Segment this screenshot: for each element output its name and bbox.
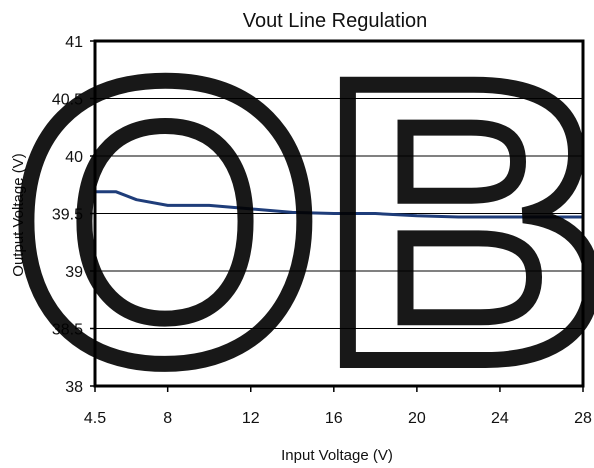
x-tick-label: 20 [408,410,426,427]
y-tick-label: 40.5 [52,92,83,109]
x-tick-label: 4.5 [84,410,106,427]
series-layer [95,190,583,219]
x-axis-label: Input Voltage (V) [281,447,393,464]
x-tick-label: 24 [491,410,509,427]
x-tick-label: 8 [163,410,172,427]
x-tick-label: 28 [574,410,592,427]
y-axis-label: Output Voltage (V) [10,153,27,276]
y-tick-label: 38 [65,379,83,396]
chart-title: Vout Line Regulation [243,10,428,32]
series-line [95,190,583,219]
axis-ticks: 38 38.5 39 39.5 40 40.5 41 4.5 8 12 16 20 24 28 [52,34,592,427]
plot-area-frame [93,39,585,388]
y-tick-label: 41 [65,34,83,51]
y-tick-label: 40 [65,149,83,166]
x-tick-label: 12 [242,410,260,427]
y-tick-label: 39 [65,264,83,281]
x-tick-label: 16 [325,410,343,427]
watermark-text: OBS [10,0,594,445]
y-tick-label: 38.5 [52,322,83,339]
y-tick-label: 39.5 [52,207,83,224]
